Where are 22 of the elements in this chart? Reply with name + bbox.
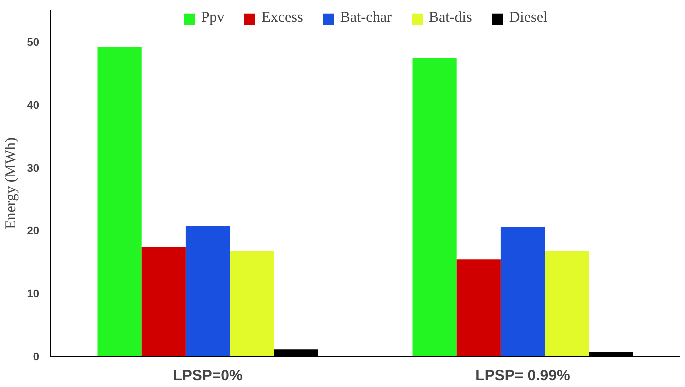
x-tick-label: LPSP= 0.99% (476, 368, 570, 384)
y-tick-label: 50 (27, 36, 40, 49)
bar (142, 247, 186, 356)
bar (500, 228, 546, 356)
y-tick-label: 30 (27, 162, 40, 175)
bar (456, 260, 501, 356)
bar (186, 226, 230, 356)
legend-label: Excess (262, 10, 304, 27)
y-tick-label: 40 (27, 100, 40, 112)
bar (412, 58, 457, 356)
y-tick-label: 10 (27, 288, 40, 301)
legend-label: Bat-char (340, 10, 392, 27)
y-axis-title: Energy (MWh) (3, 138, 20, 230)
x-tick-label: LPSP=0% (173, 368, 243, 384)
bar (98, 46, 142, 356)
legend-label: Ppv (201, 10, 225, 27)
legend-label: Bat-dis (428, 10, 472, 27)
y-tick-label: 20 (27, 226, 40, 238)
bar (545, 251, 590, 356)
legend-label: Diesel (509, 10, 548, 27)
y-tick-label: 0 (33, 352, 40, 364)
bar (230, 251, 274, 356)
